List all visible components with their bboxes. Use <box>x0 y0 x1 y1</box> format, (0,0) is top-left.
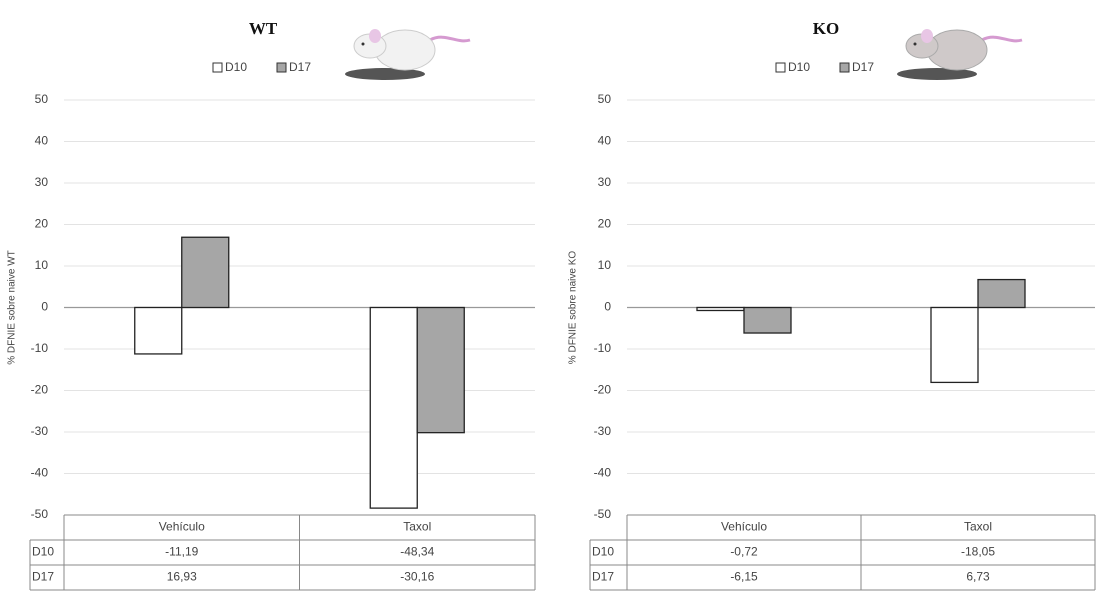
table-value: -18,05 <box>961 545 995 559</box>
y-tick-label: 10 <box>598 258 612 272</box>
y-tick-label: -50 <box>31 507 49 521</box>
mouse-icon <box>897 29 1022 80</box>
x-tick-label: Taxol <box>964 520 992 534</box>
table-row-header: D17 <box>592 570 614 584</box>
bar <box>744 308 791 334</box>
bar <box>931 308 978 383</box>
legend-swatch <box>840 63 849 72</box>
legend-swatch <box>277 63 286 72</box>
bar <box>697 308 744 311</box>
table-value: -30,16 <box>400 570 434 584</box>
y-tick-label: 30 <box>35 175 49 189</box>
y-tick-label: 40 <box>598 134 612 148</box>
x-tick-label: Vehículo <box>721 520 767 534</box>
y-tick-label: 20 <box>35 217 49 231</box>
y-tick-label: 0 <box>41 300 48 314</box>
chart-title: KO <box>813 19 839 38</box>
y-tick-label: -10 <box>594 341 612 355</box>
y-tick-label: 0 <box>604 300 611 314</box>
y-tick-label: 50 <box>598 92 612 106</box>
y-tick-label: 20 <box>598 217 612 231</box>
x-tick-label: Taxol <box>403 520 431 534</box>
table-value: 16,93 <box>167 570 197 584</box>
y-tick-label: -40 <box>594 466 612 480</box>
y-axis-label: % DFNIE sobre naive KO <box>568 251 579 365</box>
mouse-icon <box>345 29 470 80</box>
table-row-header: D10 <box>32 545 54 559</box>
bar <box>417 308 464 433</box>
y-tick-label: 30 <box>598 175 612 189</box>
y-tick-label: -10 <box>31 341 49 355</box>
table-value: 6,73 <box>966 570 990 584</box>
legend-label: D17 <box>852 60 874 74</box>
y-tick-label: 10 <box>35 258 49 272</box>
y-tick-label: -20 <box>31 383 49 397</box>
legend-swatch <box>776 63 785 72</box>
y-tick-label: -20 <box>594 383 612 397</box>
legend-label: D10 <box>225 60 247 74</box>
y-tick-label: -30 <box>594 424 612 438</box>
bar <box>135 308 182 354</box>
legend-swatch <box>213 63 222 72</box>
table-value: -0,72 <box>730 545 758 559</box>
figure: WT D10 D17 % DFNIE sobre naive WT -50 -40 -30 -… <box>0 0 1098 600</box>
x-tick-label: Vehículo <box>159 520 205 534</box>
table-value: -48,34 <box>400 545 434 559</box>
y-tick-label: -50 <box>594 507 612 521</box>
y-tick-label: 50 <box>35 92 49 106</box>
table-value: -11,19 <box>165 545 198 559</box>
table-value: -6,15 <box>730 570 758 584</box>
y-tick-label: 40 <box>35 134 49 148</box>
table-row-header: D17 <box>32 570 54 584</box>
bar <box>370 308 417 509</box>
table-row-header: D10 <box>592 545 614 559</box>
y-axis-label: % DFNIE sobre naive WT <box>7 250 18 364</box>
bar <box>182 237 229 307</box>
y-tick-label: -30 <box>31 424 49 438</box>
chart-title: WT <box>249 19 278 38</box>
y-tick-label: -40 <box>31 466 49 480</box>
legend-label: D10 <box>788 60 810 74</box>
bar <box>978 280 1025 308</box>
legend-label: D17 <box>289 60 311 74</box>
